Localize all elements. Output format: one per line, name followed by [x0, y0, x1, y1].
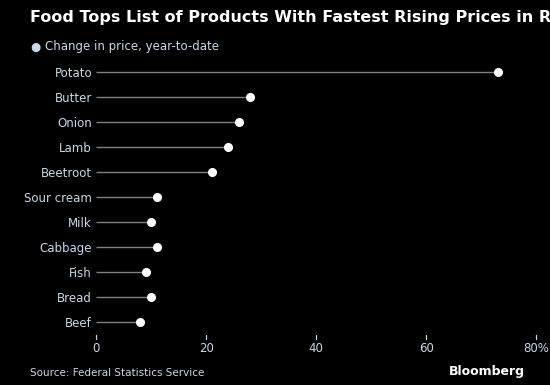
- Text: Change in price, year-to-date: Change in price, year-to-date: [45, 40, 219, 54]
- Text: Bloomberg: Bloomberg: [449, 365, 525, 378]
- Text: ●: ●: [30, 40, 41, 54]
- Text: Food Tops List of Products With Fastest Rising Prices in Russia: Food Tops List of Products With Fastest …: [30, 10, 550, 25]
- Text: Source: Federal Statistics Service: Source: Federal Statistics Service: [30, 368, 205, 378]
